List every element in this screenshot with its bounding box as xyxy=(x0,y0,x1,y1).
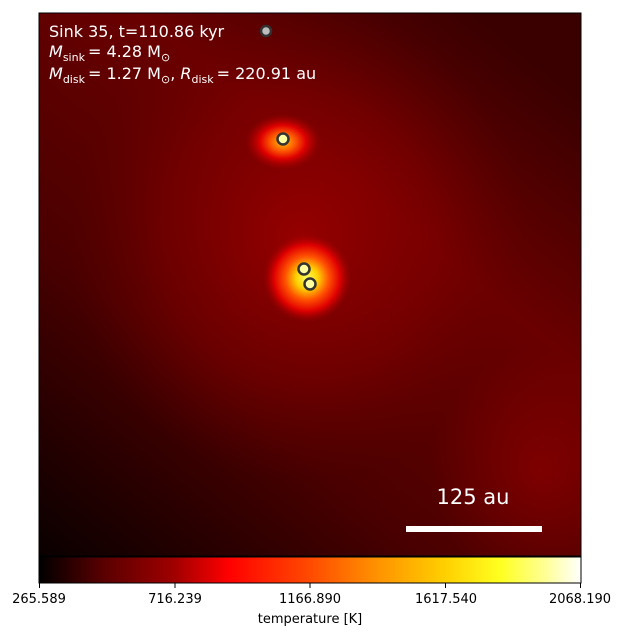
sink-time-label: Sink 35, t=110.86 kyr xyxy=(49,22,225,41)
colorbar-tick-label: 1617.540 xyxy=(415,592,477,607)
map-frame xyxy=(38,12,582,557)
colorbar-tick-label: 265.589 xyxy=(12,592,66,607)
colorbar: 265.589 716.239 1166.890 1617.540 2068.1… xyxy=(12,556,611,627)
sink-marker-lower-b xyxy=(303,277,317,291)
sink-marker-legend xyxy=(259,24,273,38)
colorbar-tick-label: 716.239 xyxy=(148,592,202,607)
colorbar-axis-label: temperature [K] xyxy=(258,612,363,627)
sink-marker-upper xyxy=(276,132,290,146)
colorbar-gradient xyxy=(38,556,582,584)
temperature-map xyxy=(39,13,581,556)
disk-properties-label: Mdisk = 1.27 M⊙, Rdisk = 220.91 au xyxy=(49,64,316,86)
sink-mass-label: Msink = 4.28 M⊙ xyxy=(49,42,170,64)
sink-marker-lower-a xyxy=(297,262,311,276)
scale-bar-label: 125 au xyxy=(437,485,510,509)
scale-bar-line xyxy=(406,526,542,532)
colorbar-tick-label: 1166.890 xyxy=(279,592,341,607)
colorbar-ticks xyxy=(39,583,581,588)
annotation: Sink 35, t=110.86 kyr Msink = 4.28 M⊙ Mdi… xyxy=(49,22,316,86)
sink-markers xyxy=(259,24,317,291)
colorbar-tick-label: 2068.190 xyxy=(549,592,611,607)
scale-bar: 125 au xyxy=(406,485,542,532)
